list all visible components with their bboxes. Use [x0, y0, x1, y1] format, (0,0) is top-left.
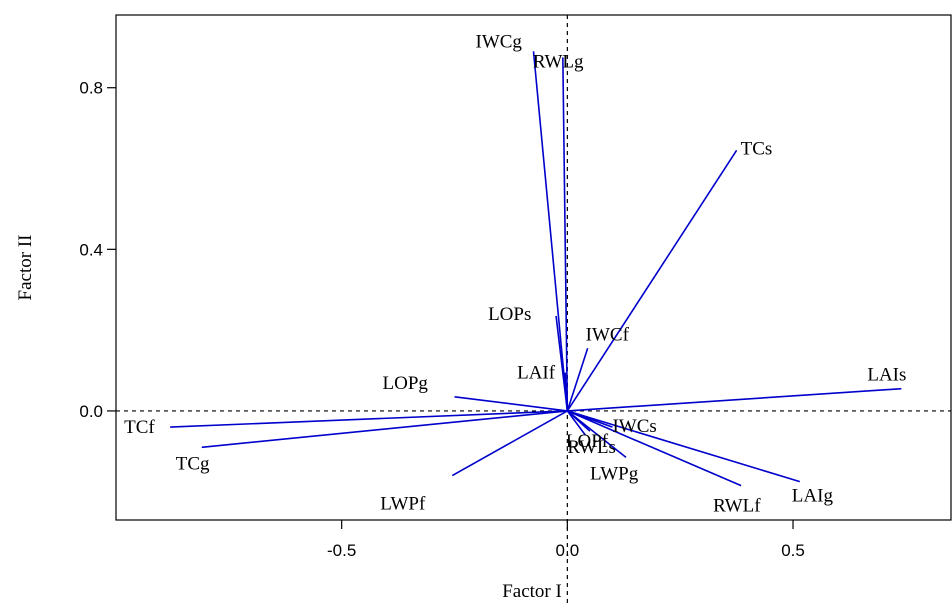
- vector-rwls: [566, 410, 587, 436]
- vector-label-lwpg: LWPg: [590, 463, 639, 484]
- vector-label-lais: LAIs: [867, 365, 906, 386]
- vector-label-lops: LOPs: [488, 304, 531, 325]
- vector-laif: [564, 372, 569, 411]
- vector-label-lopg: LOPg: [383, 373, 429, 394]
- loading-vectors: [170, 51, 902, 487]
- vector-label-lwpf: LWPf: [380, 494, 426, 515]
- vector-label-rwlg: RWLg: [533, 51, 584, 72]
- vector-label-laig: LAIg: [792, 486, 834, 507]
- vector-rwlf: [567, 410, 742, 487]
- vector-label-iwcg: IWCg: [476, 31, 523, 52]
- vector-label-laif: LAIf: [517, 363, 556, 384]
- y-axis-title: Factor II: [15, 235, 36, 301]
- vector-lwpf: [451, 410, 568, 477]
- vector-rwlg: [562, 57, 569, 411]
- vector-label-tcf: TCf: [124, 417, 155, 438]
- y-tick-label: 0.8: [79, 79, 103, 98]
- x-axis-ticks: -0.5 0.0 0.5: [327, 520, 805, 560]
- y-axis-ticks: 0.0 0.4 0.8: [79, 79, 116, 421]
- x-axis-title: Factor I: [502, 581, 562, 602]
- vector-label-iwcf: IWCf: [586, 324, 630, 345]
- vector-iwcf: [566, 348, 589, 412]
- vector-labels: IWCg RWLg TCs LOPs IWCf LAIf LAIs LOPg TCf TCg IWC…: [124, 31, 906, 516]
- x-tick-label: 0.5: [781, 541, 805, 560]
- vector-tcf: [170, 410, 568, 428]
- y-tick-label: 0.4: [79, 240, 103, 259]
- y-tick-label: 0.0: [79, 402, 103, 421]
- vector-label-tcs: TCs: [741, 138, 773, 159]
- x-tick-label: -0.5: [327, 541, 356, 560]
- vector-label-rwls: RWLs: [567, 437, 616, 458]
- vector-lops: [555, 315, 569, 412]
- plot-frame: [115, 14, 952, 521]
- vector-tcg: [201, 410, 568, 449]
- vector-laig: [567, 410, 801, 483]
- x-tick-label: 0.0: [556, 541, 580, 560]
- vector-label-iwcs: IWCs: [612, 416, 656, 437]
- vector-lwpg: [566, 410, 627, 459]
- vector-tcs: [566, 149, 738, 412]
- vector-iwcg: [532, 51, 569, 411]
- vector-label-tcg: TCg: [176, 453, 210, 474]
- vector-lais: [567, 387, 902, 412]
- vector-label-lopf: LOPf: [566, 431, 609, 452]
- vector-lopg: [454, 395, 568, 412]
- vector-label-rwlf: RWLf: [713, 496, 761, 517]
